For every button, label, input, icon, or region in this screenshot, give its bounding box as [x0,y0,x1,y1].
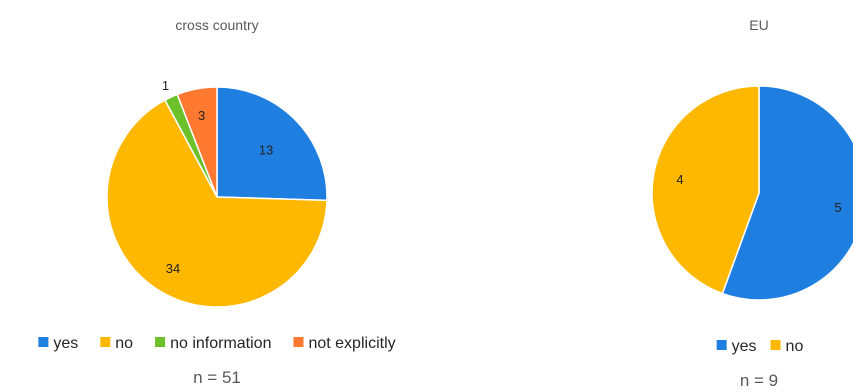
legend-label: no information [170,335,271,352]
data-label-no: 4 [676,172,683,187]
data-label-yes: 5 [834,200,841,215]
pie-slice-no [106,99,328,308]
legend-swatch [293,337,304,347]
legend-swatch [716,340,727,350]
pie-slices [651,85,853,301]
legend: yes no no information not explicitly [38,335,396,352]
pie-slice-not-explicitly [176,86,218,198]
sample-size-label: n = 9 [740,371,778,390]
legend-swatch [155,337,166,347]
data-label-not-explicitly: 3 [198,108,205,123]
chart-title: cross country [175,17,258,33]
legend-label: yes [53,335,78,352]
legend-label: yes [732,338,757,355]
data-label-no-information: 1 [162,78,169,93]
legend-swatch [770,340,781,350]
legend-swatch [38,337,49,347]
pie-slice-no [651,85,760,295]
pie-data-labels: 54 [676,172,841,215]
legend-item-no: no [100,335,133,352]
pie-slice-yes [721,85,853,301]
legend-label: no [115,335,133,352]
legend-item-not-explicitly: not explicitly [293,335,396,352]
data-label-yes: 13 [259,143,273,158]
legend-item-no-information: no information [155,335,271,352]
legend-swatch [100,337,111,347]
legend-label: not explicitly [308,335,395,352]
legend-item-yes: yes [38,335,78,352]
legend-label: no [786,338,804,355]
data-label-no: 34 [166,261,180,276]
sample-size-label: n = 51 [193,368,241,387]
eu-chart: EU 54 yes no n = 9 [651,17,853,390]
legend-item-no: no [770,338,804,355]
legend: yes no [716,338,804,355]
chart-title: EU [749,17,768,33]
legend-item-yes: yes [716,338,757,355]
pie-slice-yes [216,86,328,202]
pie-slices [106,86,328,308]
